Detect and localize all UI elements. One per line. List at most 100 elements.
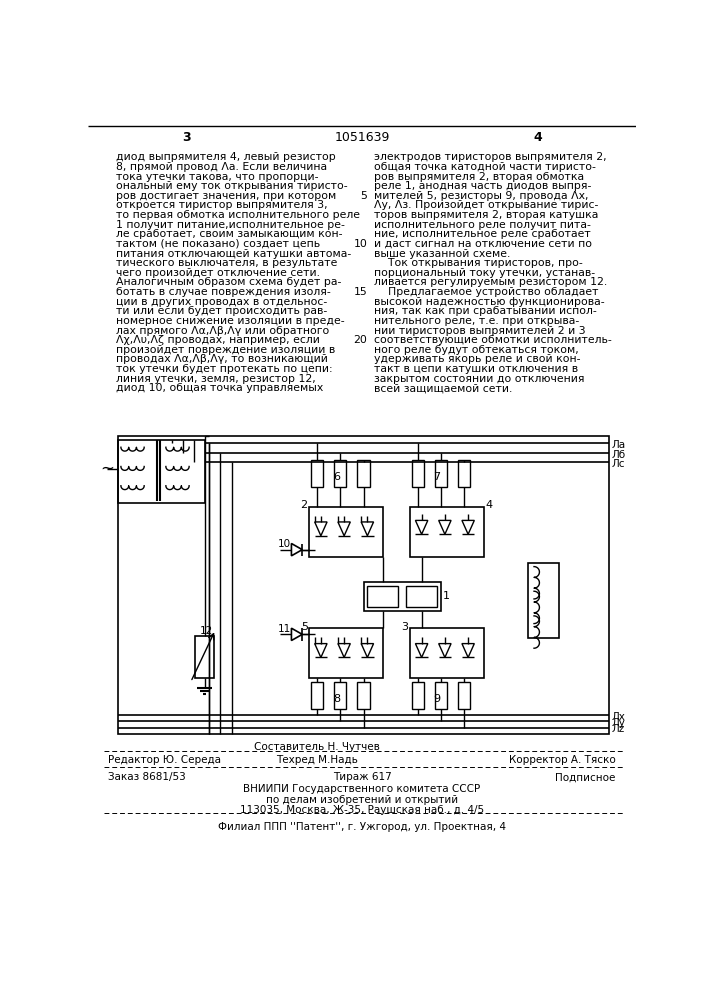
Bar	[357, 682, 370, 709]
Text: тока утечки такова, что пропорци-: тока утечки такова, что пропорци-	[115, 172, 318, 182]
Text: 8, прямой провод Λа. Если величина: 8, прямой провод Λа. Если величина	[115, 162, 327, 172]
Text: торов выпрямителя 2, вторая катушка: торов выпрямителя 2, вторая катушка	[373, 210, 598, 220]
Text: 10: 10	[277, 539, 291, 549]
Bar	[311, 682, 323, 709]
Text: 4: 4	[534, 131, 542, 144]
Bar	[311, 460, 323, 487]
Bar	[195, 636, 214, 678]
Bar	[118, 436, 609, 734]
Text: по делам изобретений и открытий: по делам изобретений и открытий	[266, 795, 458, 805]
Text: соответствующие обмотки исполнитель-: соответствующие обмотки исполнитель-	[373, 335, 612, 345]
Text: 1051639: 1051639	[334, 131, 390, 144]
Text: ров достигает значения, при котором: ров достигает значения, при котором	[115, 191, 336, 201]
Text: удерживать якорь реле и свой кон-: удерживать якорь реле и свой кон-	[373, 354, 580, 364]
Text: ции в других проводах в отдельнос-: ции в других проводах в отдельнос-	[115, 297, 327, 307]
Text: Техред М.Надь: Техред М.Надь	[276, 755, 358, 765]
Text: нительного реле, т.е. при открыва-: нительного реле, т.е. при открыва-	[373, 316, 579, 326]
Text: то первая обмотка исполнительного реле: то первая обмотка исполнительного реле	[115, 210, 359, 220]
Text: ров выпрямителя 2, вторая обмотка: ров выпрямителя 2, вторая обмотка	[373, 172, 584, 182]
Text: всей защищаемой сети.: всей защищаемой сети.	[373, 383, 512, 393]
Text: Подписное: Подписное	[555, 772, 615, 782]
Bar	[410, 507, 484, 557]
Text: Λχ,Λυ,Λζ проводах, например, если: Λχ,Λυ,Λζ проводах, например, если	[115, 335, 320, 345]
Text: питания отключающей катушки автома-: питания отключающей катушки автома-	[115, 249, 351, 259]
Bar	[309, 628, 383, 678]
Bar	[435, 460, 448, 487]
Text: и даст сигнал на отключение сети по: и даст сигнал на отключение сети по	[373, 239, 592, 249]
Text: диод 10, общая точка управляемых: диод 10, общая точка управляемых	[115, 383, 323, 393]
Text: Филиал ППП ''Патент'', г. Ужгород, ул. Проектная, 4: Филиал ППП ''Патент'', г. Ужгород, ул. П…	[218, 822, 506, 832]
Bar	[528, 563, 559, 638]
Text: ного реле будут обтекаться током,: ного реле будут обтекаться током,	[373, 345, 578, 355]
Text: тического выключателя, в результате: тического выключателя, в результате	[115, 258, 337, 268]
Text: 5: 5	[300, 622, 308, 632]
Text: 8: 8	[333, 694, 340, 704]
Text: 5: 5	[361, 191, 368, 201]
Text: 113035, Москва, Ж-35, Раушская наб., д. 4/5: 113035, Москва, Ж-35, Раушская наб., д. …	[240, 805, 484, 815]
Text: 20: 20	[354, 335, 368, 345]
Text: Лa: Лa	[612, 440, 626, 450]
Bar	[411, 460, 424, 487]
Bar	[458, 460, 470, 487]
Text: реле 1, анодная часть диодов выпря-: реле 1, анодная часть диодов выпря-	[373, 181, 591, 191]
Text: произойдет повреждение изоляции в: произойдет повреждение изоляции в	[115, 345, 334, 355]
Text: такт в цепи катушки отключения в: такт в цепи катушки отключения в	[373, 364, 578, 374]
Bar	[334, 460, 346, 487]
Text: ВНИИПИ Государственного комитета СССР: ВНИИПИ Государственного комитета СССР	[243, 784, 481, 794]
Text: нии тиристоров выпрямителей 2 и 3: нии тиристоров выпрямителей 2 и 3	[373, 326, 585, 336]
Text: 15: 15	[354, 287, 368, 297]
Bar	[411, 682, 424, 709]
Text: Лу: Лу	[612, 718, 626, 728]
Text: выше указанной схеме.: выше указанной схеме.	[373, 249, 510, 259]
Bar	[435, 682, 448, 709]
Text: общая точка катодной части тиристо-: общая точка катодной части тиристо-	[373, 162, 595, 172]
Text: электродов тиристоров выпрямителя 2,: электродов тиристоров выпрямителя 2,	[373, 152, 606, 162]
Text: линия утечки, земля, резистор 12,: линия утечки, земля, резистор 12,	[115, 374, 315, 384]
Text: проводах Λα,Λβ,Λγ, то возникающий: проводах Λα,Λβ,Λγ, то возникающий	[115, 354, 327, 364]
Bar	[458, 682, 470, 709]
Text: Тираж 617: Тираж 617	[332, 772, 392, 782]
Text: 12: 12	[200, 626, 214, 636]
Text: ботать в случае повреждения изоля-: ботать в случае повреждения изоля-	[115, 287, 330, 297]
Bar	[357, 460, 370, 487]
Text: Лб: Лб	[612, 450, 626, 460]
Text: 4: 4	[485, 500, 492, 510]
Text: ти или если будет происходить рав-: ти или если будет происходить рав-	[115, 306, 327, 316]
Text: 6: 6	[333, 472, 340, 482]
Text: лах прямого Λα,Λβ,Λγ или обратного: лах прямого Λα,Λβ,Λγ или обратного	[115, 326, 329, 336]
Bar	[368, 586, 398, 607]
Text: высокой надежностью функционирова-: высокой надежностью функционирова-	[373, 297, 604, 307]
Text: порциональный току утечки, устанав-: порциональный току утечки, устанав-	[373, 268, 595, 278]
Text: Предлагаемое устройство обладает: Предлагаемое устройство обладает	[373, 287, 598, 297]
Text: 1 получит питание,исполнительное ре-: 1 получит питание,исполнительное ре-	[115, 220, 344, 230]
Text: ле сработает, своим замыкающим кон-: ле сработает, своим замыкающим кон-	[115, 229, 342, 239]
Text: откроется тиристор выпрямителя 3,: откроется тиристор выпрямителя 3,	[115, 200, 327, 210]
Text: ональный ему ток открывания тиристо-: ональный ему ток открывания тиристо-	[115, 181, 347, 191]
Bar	[406, 586, 437, 607]
Text: Λу, Λз. Произойдет открывание тирис-: Λу, Λз. Произойдет открывание тирис-	[373, 200, 598, 210]
Text: исполнительного реле получит пита-: исполнительного реле получит пита-	[373, 220, 590, 230]
Text: ливается регулируемым резистором 12.: ливается регулируемым резистором 12.	[373, 277, 607, 287]
Text: 9: 9	[433, 694, 440, 704]
Bar	[334, 682, 346, 709]
Text: ток утечки будет протекать по цепи:: ток утечки будет протекать по цепи:	[115, 364, 332, 374]
Text: Лс: Лс	[612, 459, 625, 469]
Text: Заказ 8681/53: Заказ 8681/53	[107, 772, 185, 782]
Text: 3: 3	[182, 131, 191, 144]
Text: номерное снижение изоляции в преде-: номерное снижение изоляции в преде-	[115, 316, 344, 326]
Text: Редактор Ю. Середа: Редактор Ю. Середа	[107, 755, 221, 765]
Text: 11: 11	[277, 624, 291, 634]
Text: мителей 5, резисторы 9, провода Λх,: мителей 5, резисторы 9, провода Λх,	[373, 191, 588, 201]
Text: закрытом состоянии до отключения: закрытом состоянии до отключения	[373, 374, 584, 384]
Text: 2: 2	[300, 500, 308, 510]
Bar	[309, 507, 383, 557]
Text: Лz: Лz	[612, 724, 625, 734]
Text: 10: 10	[354, 239, 368, 249]
Text: Лx: Лx	[612, 712, 626, 722]
Text: диод выпрямителя 4, левый резистор: диод выпрямителя 4, левый резистор	[115, 152, 335, 162]
Text: Составитель Н. Чутчев: Составитель Н. Чутчев	[254, 742, 380, 752]
Bar	[363, 582, 441, 611]
Text: 1: 1	[443, 591, 450, 601]
Bar	[118, 440, 204, 503]
Text: 3: 3	[402, 622, 409, 632]
